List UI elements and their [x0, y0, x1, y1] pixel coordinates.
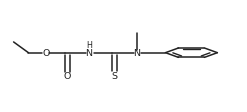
Text: N: N: [85, 49, 92, 58]
Text: O: O: [64, 71, 71, 80]
Text: H: H: [86, 40, 92, 49]
Text: N: N: [134, 49, 141, 58]
Text: O: O: [42, 48, 49, 57]
Text: S: S: [111, 71, 117, 80]
